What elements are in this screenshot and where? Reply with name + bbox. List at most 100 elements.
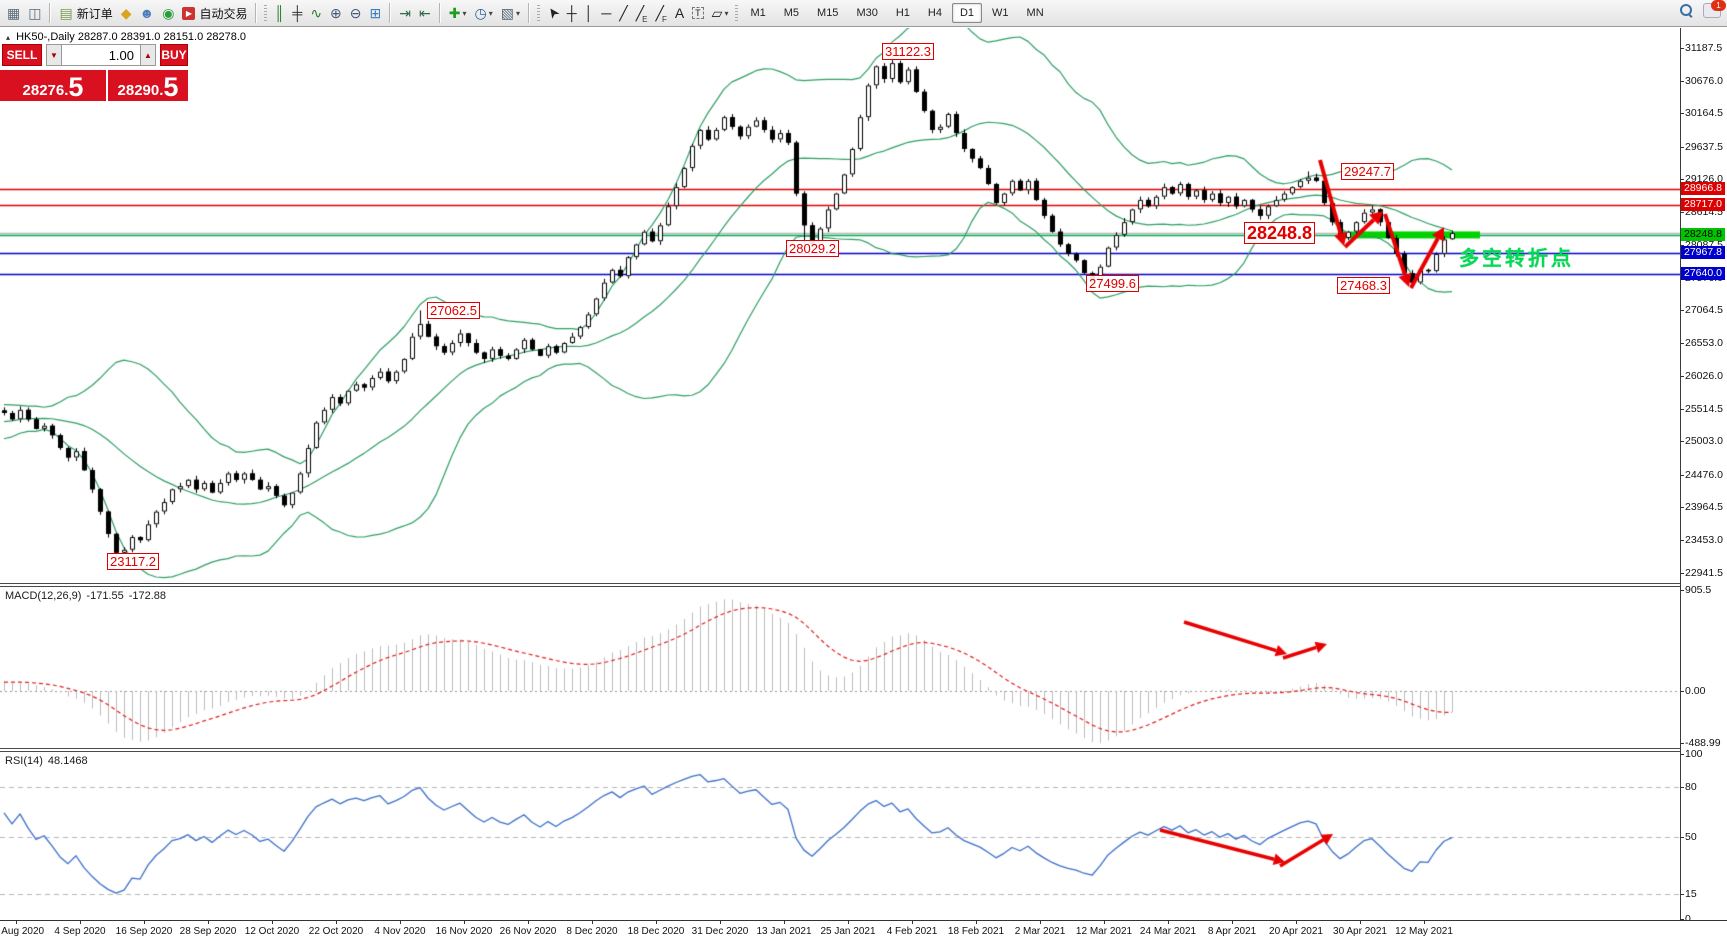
template-icon-caret[interactable]: ▾ <box>515 8 520 18</box>
chart-window-icon[interactable]: ▦ <box>3 1 24 25</box>
autotrade-button[interactable]: ▶ 自动交易 <box>178 1 251 25</box>
shapes-icon-caret[interactable]: ▾ <box>724 8 729 18</box>
periods-icon[interactable]: ◷ ▾ <box>470 1 496 25</box>
price-annotation[interactable]: 23117.2 <box>107 553 160 570</box>
price-badge: 28248.8 <box>1681 227 1725 241</box>
date-tick <box>528 921 529 924</box>
shapes-icon[interactable]: ▱ ▾ <box>708 1 733 25</box>
label-icon[interactable]: T <box>688 1 708 25</box>
timeframe-m1[interactable]: M1 <box>750 7 766 19</box>
timeframe-h4[interactable]: H4 <box>927 7 942 19</box>
data-window-icon-glyph: ◫ <box>28 5 42 21</box>
horizontal-line-icon[interactable]: ─ <box>597 1 615 25</box>
date-tick <box>1424 921 1425 924</box>
notifications-icon[interactable]: 1 <box>1703 0 1726 18</box>
toolbar-grip[interactable] <box>264 5 268 21</box>
price-annotation[interactable]: 27499.6 <box>1086 275 1139 292</box>
crosshair-icon[interactable]: ┼ <box>563 1 581 25</box>
navigator-icon[interactable]: ☻ <box>136 1 159 25</box>
toolbar-grip[interactable] <box>536 5 540 21</box>
timeframe-mn[interactable]: MN <box>1026 7 1044 19</box>
date-label: 8 Dec 2020 <box>566 926 618 937</box>
volume-field[interactable]: 1.00 <box>61 44 141 66</box>
channel-icon-glyph: ╱ <box>635 5 645 21</box>
price-tick: 25003.0 <box>1680 435 1723 448</box>
rsi-panel[interactable]: RSI(14) 48.1468 <box>0 752 1727 920</box>
toolbar-separator <box>389 3 392 23</box>
auto-scroll-icon[interactable]: ⇥ <box>395 1 415 25</box>
date-label: 16 Sep 2020 <box>115 926 173 937</box>
macd-splitter[interactable] <box>0 583 1727 587</box>
new-order-button[interactable]: ▤ 新订单 <box>55 1 116 25</box>
timeframe-h1[interactable]: H1 <box>895 7 910 19</box>
price-axis[interactable]: 31187.5 30676.0 30164.5 29637.5 29126.0 28614… <box>1679 28 1727 925</box>
time-axis[interactable]: 25 Aug 2020 4 Sep 2020 16 Sep 2020 28 Sep 2… <box>0 920 1727 941</box>
macd-signal-value: -172.88 <box>128 590 167 602</box>
date-tick <box>208 921 209 924</box>
date-label: 25 Jan 2021 <box>820 926 876 937</box>
vertical-line-icon[interactable]: │ <box>581 1 598 25</box>
template-icon[interactable]: ▧ ▾ <box>497 1 524 25</box>
candlestick-icon-glyph: ╪ <box>292 5 303 21</box>
buy-price-display[interactable]: 28290. 5 <box>108 70 188 101</box>
channel-icon[interactable]: ╱ E <box>632 1 652 25</box>
toolbar-grip[interactable] <box>735 5 739 21</box>
symbol-marker-icon: ▴ <box>6 33 11 42</box>
price-tick: 29126.0 <box>1680 173 1723 186</box>
cursor-icon[interactable]: ➤ <box>543 1 563 25</box>
price-tick: 31187.5 <box>1679 42 1723 54</box>
timeframe-w1[interactable]: W1 <box>992 7 1009 19</box>
macd-panel[interactable]: MACD(12,26,9) -171.55 -172.88 <box>0 587 1727 748</box>
timeframe-m30[interactable]: M30 <box>856 7 878 19</box>
price-annotation[interactable]: 27062.5 <box>427 302 480 319</box>
rsi-canvas[interactable] <box>0 752 1680 920</box>
signal-icon[interactable]: ◉ <box>158 1 178 25</box>
cn-note: 多空转折点 <box>1459 248 1574 270</box>
volume-down-button[interactable]: ▼ <box>46 44 62 66</box>
search-icon[interactable] <box>1680 4 1693 17</box>
vertical-line-icon-glyph: │ <box>584 5 594 21</box>
buy-button[interactable]: BUY <box>160 44 188 66</box>
data-window-icon[interactable]: ◫ <box>24 1 45 25</box>
price-chart-canvas[interactable] <box>0 28 1680 583</box>
rsi-header: RSI(14) 48.1468 <box>5 755 93 767</box>
sell-button[interactable]: SELL <box>2 44 42 66</box>
tile-windows-icon[interactable]: ⊞ <box>366 1 386 25</box>
main-chart-panel[interactable]: ▴ HK50-,Daily 28287.0 28391.0 28151.0 28… <box>0 28 1727 583</box>
candlestick-icon[interactable]: ╪ <box>288 1 306 25</box>
indicators-icon[interactable]: ✚ ▾ <box>445 1 471 25</box>
macd-header: MACD(12,26,9) -171.55 -172.88 <box>5 590 171 602</box>
text-icon[interactable]: A <box>671 1 688 25</box>
rsi-axis-tick: 0 <box>1680 913 1691 925</box>
bar-chart-icon[interactable]: ║ <box>270 1 288 25</box>
price-tick: 22941.5 <box>1680 566 1723 579</box>
date-label: 12 May 2021 <box>1395 926 1453 937</box>
price-annotation[interactable]: 29247.7 <box>1341 163 1394 180</box>
price-annotation[interactable]: 28248.8 <box>1244 222 1316 244</box>
chart-shift-icon[interactable]: ⇤ <box>415 1 435 25</box>
date-tick <box>1040 921 1041 924</box>
fibonacci-icon[interactable]: ╱ F <box>652 1 671 25</box>
rsi-splitter[interactable] <box>0 748 1727 752</box>
price-annotation[interactable]: 31122.3 <box>882 43 935 60</box>
sell-price-display[interactable]: 28276. 5 <box>0 70 106 101</box>
trendline-icon[interactable]: ╱ <box>615 1 631 25</box>
price-annotation[interactable]: 27468.3 <box>1337 277 1390 294</box>
zoom-in-icon[interactable]: ⊕ <box>326 1 346 25</box>
date-label: 25 Aug 2020 <box>0 926 45 937</box>
line-chart-icon[interactable]: ∿ <box>306 1 326 25</box>
price-annotation[interactable]: 28029.2 <box>786 240 839 257</box>
date-label: 18 Feb 2021 <box>947 926 1005 937</box>
macd-canvas[interactable] <box>0 587 1680 748</box>
zoom-out-icon[interactable]: ⊖ <box>346 1 366 25</box>
timeframe-m5[interactable]: M5 <box>783 7 800 19</box>
macd-axis-tick: 0.00 <box>1679 685 1706 697</box>
periods-icon-caret[interactable]: ▾ <box>488 8 493 18</box>
timeframe-m15[interactable]: M15 <box>817 7 839 19</box>
timeframe-d1[interactable]: D1 <box>951 3 983 23</box>
shapes-icon-glyph: ▱ <box>711 5 723 21</box>
macd-axis-tick: 905.5 <box>1679 584 1712 596</box>
market-watch-icon[interactable]: ◆ <box>117 1 136 25</box>
volume-up-button[interactable]: ▲ <box>140 44 156 66</box>
indicators-icon-caret[interactable]: ▾ <box>462 8 467 18</box>
